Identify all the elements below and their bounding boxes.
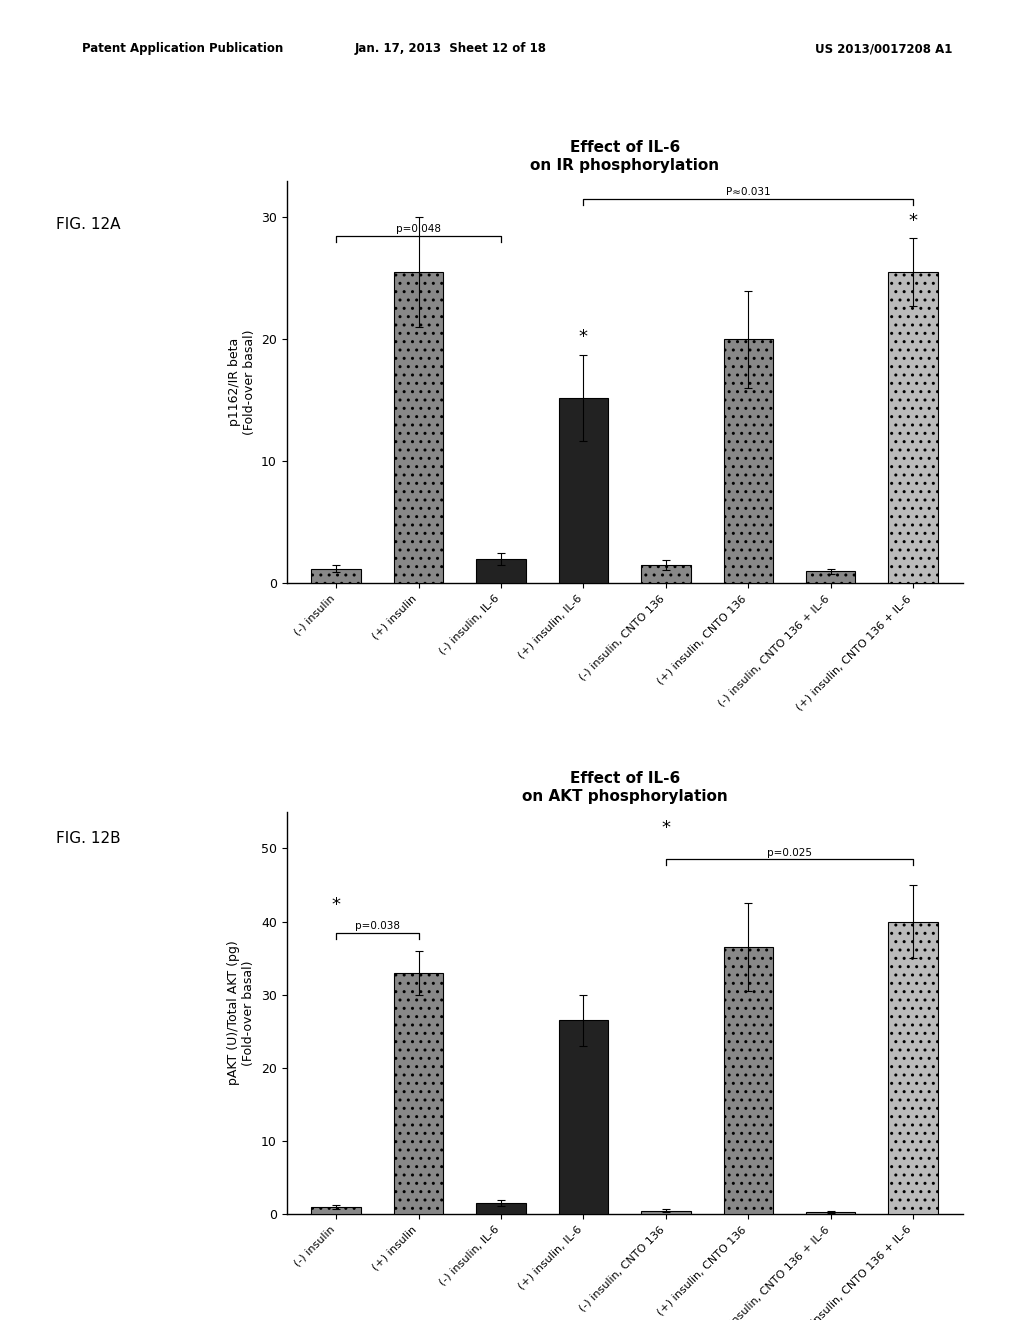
Bar [806, 1212, 855, 1214]
Bar [394, 973, 443, 1214]
Bar [641, 1210, 690, 1214]
Bar [559, 1020, 608, 1214]
Bar [311, 1206, 360, 1214]
Title: Effect of IL-6
on IR phosphorylation: Effect of IL-6 on IR phosphorylation [530, 140, 719, 173]
Y-axis label: p1162/IR beta
(Fold-over basal): p1162/IR beta (Fold-over basal) [227, 330, 256, 434]
Bar [806, 572, 855, 583]
Bar [476, 560, 525, 583]
Text: p=0.048: p=0.048 [396, 224, 441, 234]
Text: *: * [332, 896, 341, 915]
Text: US 2013/0017208 A1: US 2013/0017208 A1 [815, 42, 952, 55]
Bar [394, 272, 443, 583]
Text: Jan. 17, 2013  Sheet 12 of 18: Jan. 17, 2013 Sheet 12 of 18 [354, 42, 547, 55]
Bar [724, 339, 773, 583]
Bar [724, 948, 773, 1214]
Bar [889, 272, 938, 583]
Text: Patent Application Publication: Patent Application Publication [82, 42, 284, 55]
Text: FIG. 12B: FIG. 12B [56, 830, 121, 846]
Bar [559, 399, 608, 583]
Bar [641, 565, 690, 583]
Bar [889, 921, 938, 1214]
Text: FIG. 12A: FIG. 12A [56, 216, 121, 232]
Bar [311, 569, 360, 583]
Text: P≈0.031: P≈0.031 [726, 187, 771, 197]
Title: Effect of IL-6
on AKT phosphorylation: Effect of IL-6 on AKT phosphorylation [522, 771, 727, 804]
Text: *: * [908, 211, 918, 230]
Text: p=0.025: p=0.025 [767, 847, 812, 858]
Text: *: * [662, 820, 671, 837]
Y-axis label: pAKT (U)/Total AKT (pg)
(Fold-over basal): pAKT (U)/Total AKT (pg) (Fold-over basal… [227, 941, 255, 1085]
Text: *: * [579, 327, 588, 346]
Text: p=0.038: p=0.038 [355, 921, 400, 931]
Bar [476, 1204, 525, 1214]
